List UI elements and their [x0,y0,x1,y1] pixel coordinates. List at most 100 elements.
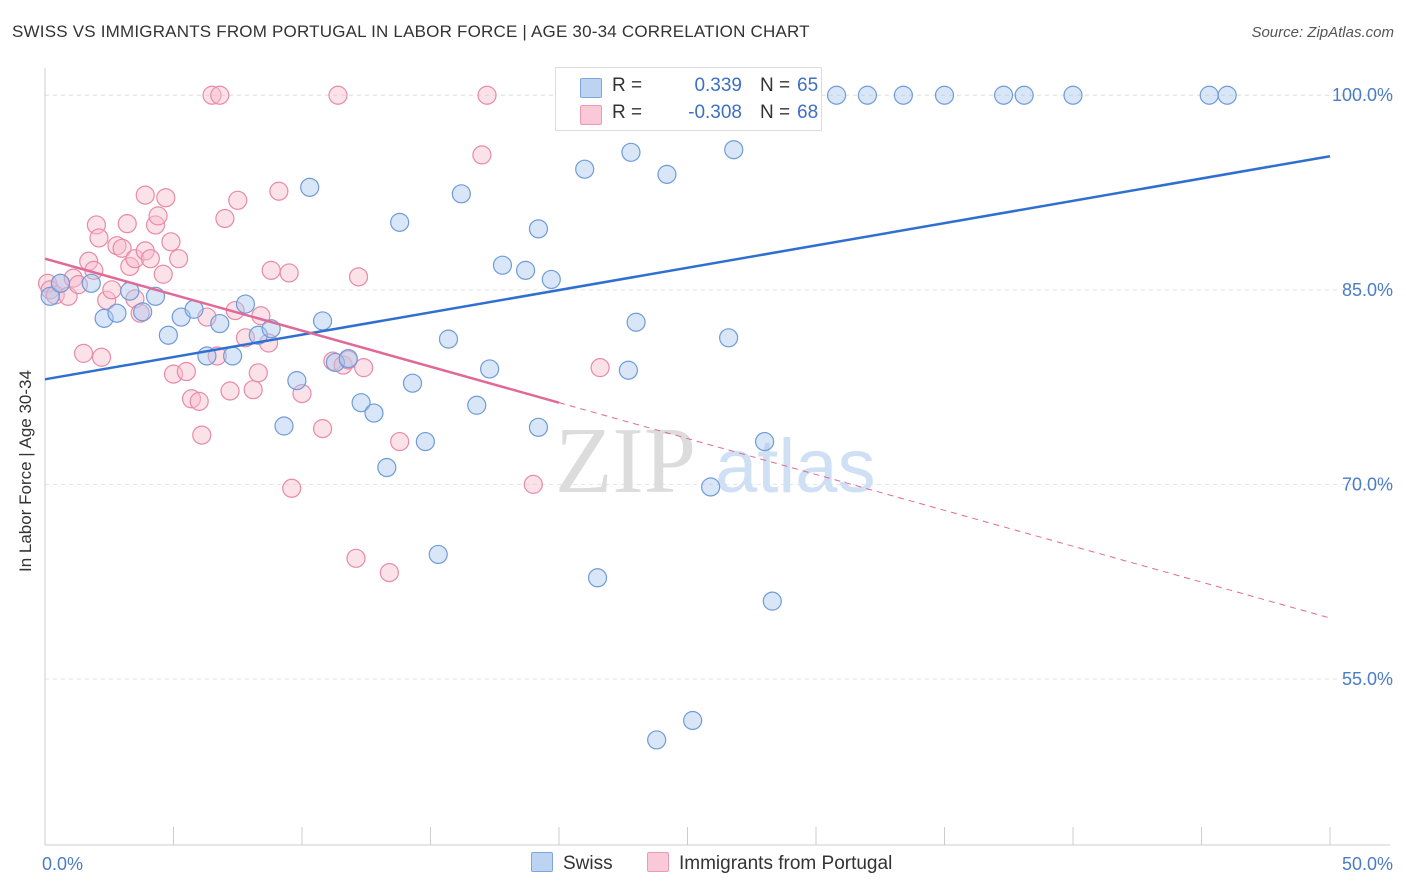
portugal-point [269,181,289,201]
swiss-point [325,352,346,373]
swiss-point [1217,85,1237,105]
portugal-point [91,347,112,367]
portugal-swatch [580,105,602,125]
portugal-point [63,268,83,288]
swiss-point [515,260,536,280]
y-tick-label-0: 55.0% [1342,669,1393,689]
swiss-point [338,348,358,369]
swiss-point [647,730,667,750]
swiss-point [724,140,744,160]
swiss-n-label: N = [760,75,791,96]
watermark: ZIP atlas [555,409,876,513]
portugal-point [189,391,209,411]
portugal-point [390,431,410,452]
swiss-point [1199,85,1219,105]
swiss-point [934,85,955,105]
swiss-point [626,312,646,332]
portugal-point [523,474,543,494]
portugal-r-value: -0.308 [688,102,742,123]
swiss-point [377,457,397,478]
portugal-trend-extension [558,402,1331,619]
legend-item-swiss: Swiss [531,852,613,875]
portugal-point [228,190,248,210]
axes [44,68,1390,846]
y-tick-label-1: 70.0% [1342,474,1393,494]
swiss-point [683,710,703,731]
swiss-r-label: R = [612,75,643,96]
swiss-point [390,212,410,232]
swiss-point [287,371,307,391]
watermark-zip: ZIP [555,409,696,513]
swiss-point [158,325,178,345]
portugal-point [192,425,212,445]
swiss-point [657,164,677,184]
portugal-point [176,361,196,382]
trend-lines [44,154,1331,619]
portugal-point [346,548,366,568]
y-tick-label-2: 85.0% [1342,280,1393,300]
chart-title: SWISS VS IMMIGRANTS FROM PORTUGAL IN LAB… [12,22,810,41]
portugal-point [472,145,492,165]
portugal-point [328,85,348,105]
portugal-point [333,355,353,375]
portugal-point [156,188,176,208]
x-tick-label-end: 50.0% [1342,854,1393,874]
swiss-point [893,85,913,105]
swiss-point [428,544,448,565]
portugal-legend-swatch [647,852,669,872]
swiss-point [492,255,513,275]
swiss-point [528,219,549,239]
portugal-point [220,381,240,401]
stats-legend: R = 0.339 N = 65 R = -0.308 N = 68 [555,67,822,131]
portugal-point [117,214,137,234]
swiss-point [50,273,71,293]
swiss-point [210,313,230,334]
portugal-point [202,85,222,105]
legend-item-portugal: Immigrants from Portugal [647,852,892,875]
portugal-point [248,363,268,383]
swiss-point [81,273,101,293]
portugal-point [148,206,168,226]
portugal-point [261,260,281,280]
swiss-point [618,360,638,380]
portugal-point [102,280,122,300]
swiss-point [701,477,721,497]
portugal-point [590,358,610,378]
portugal-point [161,232,181,252]
portugal-point [73,343,94,363]
portugal-trend-line [44,257,560,404]
swiss-trend-line [44,154,1331,381]
swiss-swatch [580,78,602,98]
swiss-point [235,294,256,314]
y-tick-label-3: 100.0% [1332,85,1393,105]
swiss-point [826,85,847,105]
swiss-point [402,373,423,393]
swiss-r-value: 0.339 [694,75,742,96]
portugal-point [348,267,369,287]
swiss-point [480,359,500,379]
portugal-point [279,263,299,283]
swiss-point [1063,85,1083,105]
watermark-atlas: atlas [715,424,876,509]
swiss-point [351,393,371,413]
portugal-point [125,249,145,269]
portugal-point [107,236,127,256]
portugal-n-value: 68 [797,102,819,123]
portugal-point [140,249,160,269]
portugal-point [282,478,302,498]
portugal-legend-label: Immigrants from Portugal [679,853,893,874]
swiss-point [541,269,561,290]
portugal-point [153,264,173,284]
portugal-point [477,85,497,105]
swiss-point [994,85,1014,105]
swiss-point [857,85,878,105]
swiss-point [587,568,608,588]
swiss-point [528,417,549,437]
swiss-point [415,431,435,452]
x-tick-label-start: 0.0% [42,854,83,874]
tick-labels: 55.0% 70.0% 85.0% 100.0% 0.0% 50.0% [42,85,1393,874]
swiss-point [107,303,127,323]
portugal-point [354,358,374,378]
portugal-point [312,419,333,439]
